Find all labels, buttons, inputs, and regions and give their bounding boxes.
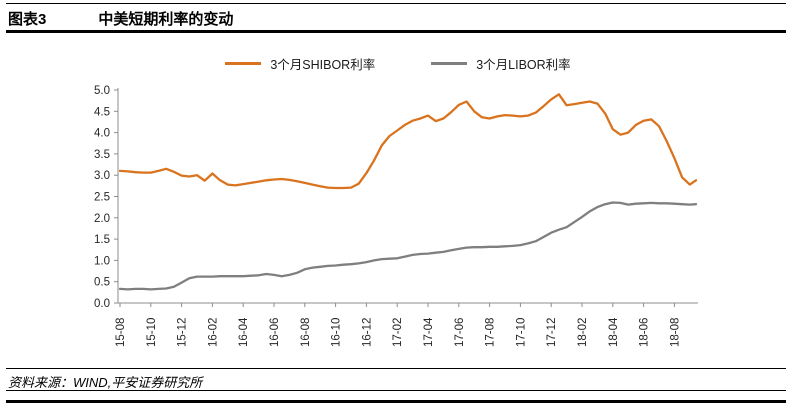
x-tick-label: 17-08: [485, 318, 497, 347]
libor-line-swatch: [431, 62, 468, 65]
x-tick-label: 18-02: [577, 318, 589, 347]
x-tick-label: 16-12: [361, 318, 373, 347]
y-tick-label: 1.5: [94, 234, 110, 246]
legend-label-shibor: 3个月SHIBOR利率: [270, 58, 376, 72]
line-chart: 0.0 0.5 1.0 1.5 2.0 2.5 3.0 3.5 4.0 4.5 5.0 15-08 15…: [94, 85, 698, 347]
x-tick-label: 16-04: [238, 317, 250, 347]
header-rule: [6, 30, 786, 33]
y-tick-label: 1.0: [94, 255, 110, 267]
y-tick-label: 4.5: [94, 106, 110, 118]
x-tick-label: 15-08: [115, 318, 127, 347]
figure-number: 图表3: [8, 11, 47, 28]
x-tick-label: 16-08: [300, 318, 312, 347]
y-tick-label: 0.5: [94, 277, 110, 289]
libor-series-line: [118, 201, 698, 291]
x-tick-label: 17-04: [423, 317, 435, 347]
legend-label-libor: 3个月LIBOR利率: [476, 58, 571, 72]
shibor-series-line: [118, 93, 698, 190]
y-tick-label: 5.0: [94, 85, 110, 97]
y-tick-label: 2.5: [94, 192, 110, 204]
figure-title: 中美短期利率的变动: [98, 11, 234, 28]
x-tick-label: 17-02: [392, 318, 404, 347]
footer-rule-mid: [6, 390, 786, 391]
y-tick-label: 3.0: [94, 170, 110, 182]
figure-header: 图表3 中美短期利率的变动: [8, 8, 786, 29]
top-rule: [6, 3, 786, 4]
x-tick-label: 15-12: [177, 318, 189, 347]
x-tick-label: 16-06: [269, 318, 281, 347]
legend-item-libor: 3个月LIBOR利率: [431, 54, 571, 73]
x-tick-label: 17-06: [454, 318, 466, 347]
source-row: 资料来源：WIND,平安证券研究所: [8, 372, 786, 392]
shibor-line-swatch: [225, 62, 262, 65]
x-tick-label: 16-02: [207, 318, 219, 347]
x-tick-label: 18-04: [608, 317, 620, 347]
x-tick-label: 17-12: [546, 318, 558, 347]
x-tick-label: 18-08: [669, 318, 681, 347]
legend-item-shibor: 3个月SHIBOR利率: [225, 54, 375, 73]
x-tick-label: 16-10: [331, 318, 343, 347]
x-tick-label: 18-06: [639, 318, 651, 347]
chart-legend: 3个月SHIBOR利率 3个月LIBOR利率: [0, 54, 796, 73]
y-tick-label: 4.0: [94, 128, 110, 140]
x-tick-label: 15-10: [146, 318, 158, 347]
footer-rule-top: [6, 368, 786, 369]
y-tick-label: 2.0: [94, 213, 110, 225]
y-tick-label: 0.0: [94, 298, 110, 310]
x-tick-label: 17-10: [515, 318, 527, 347]
y-tick-label: 3.5: [94, 149, 110, 161]
footer-rule-bottom: [6, 400, 786, 403]
source-note: 资料来源：WIND,平安证券研究所: [8, 375, 203, 390]
